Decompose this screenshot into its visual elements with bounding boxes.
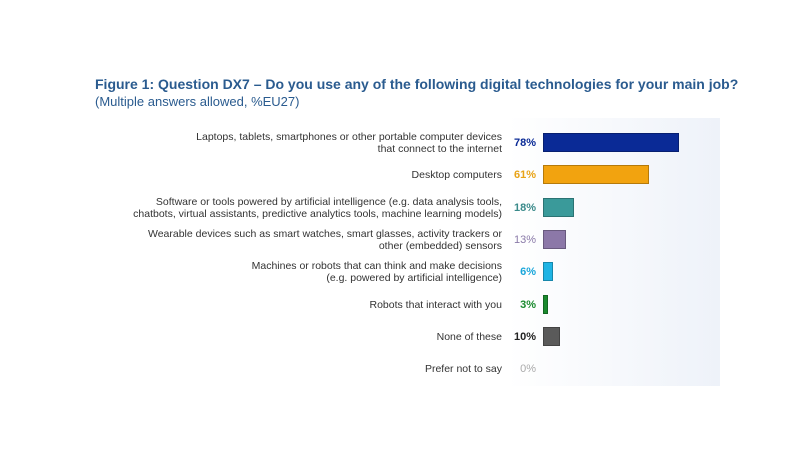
data-label: 3% xyxy=(520,298,536,311)
bar-row: Prefer not to say 0% xyxy=(0,353,808,385)
chart-subtitle: (Multiple answers allowed, %EU27) xyxy=(95,94,300,109)
bar-row: None of these 10% xyxy=(0,321,808,353)
bar xyxy=(543,197,574,217)
bar xyxy=(543,229,566,249)
data-label: 13% xyxy=(513,233,536,246)
bar-row: Machines or robots that can think and ma… xyxy=(0,256,808,288)
category-label-line: (e.g. powered by artificial intelligence… xyxy=(326,272,502,285)
bar-row: Software or tools powered by artificial … xyxy=(0,192,808,224)
category-label-line: Wearable devices such as smart watches, … xyxy=(147,227,502,240)
category-label: Robots that interact with you xyxy=(82,289,503,321)
data-label: 10% xyxy=(513,330,536,343)
bar-row: Robots that interact with you 3% xyxy=(0,289,808,321)
data-label: 18% xyxy=(513,201,536,214)
category-label-line: Desktop computers xyxy=(411,169,502,182)
category-label: Desktop computers xyxy=(82,159,502,191)
category-label: Laptops, tablets, smartphones or other p… xyxy=(82,127,502,159)
bar-row: Laptops, tablets, smartphones or other p… xyxy=(0,127,808,159)
data-label: 0% xyxy=(520,363,536,376)
bar-row: Wearable devices such as smart watches, … xyxy=(0,224,808,256)
category-label-line: that connect to the internet xyxy=(377,143,502,155)
category-label-line: Prefer not to say xyxy=(424,363,502,376)
bar xyxy=(543,326,560,346)
category-label-line: Laptops, tablets, smartphones or other p… xyxy=(196,131,502,143)
bar xyxy=(543,262,553,282)
bar xyxy=(543,165,649,185)
chart-title: Figure 1: Question DX7 – Do you use any … xyxy=(95,76,739,92)
category-label-line: Robots that interact with you xyxy=(369,298,503,311)
category-label-line: None of these xyxy=(436,330,502,343)
bar xyxy=(543,294,548,314)
category-label: Software or tools powered by artificial … xyxy=(82,192,502,224)
category-label: Prefer not to say xyxy=(82,353,502,385)
category-label: Machines or robots that can think and ma… xyxy=(82,256,502,288)
category-label-line: other (embedded) sensors xyxy=(378,239,502,252)
data-label: 61% xyxy=(513,169,536,182)
data-label: 78% xyxy=(513,137,536,149)
category-label: None of these xyxy=(82,321,502,353)
bar-row: Desktop computers 61% xyxy=(0,159,808,191)
category-label-line: Software or tools powered by artificial … xyxy=(155,195,502,208)
category-label: Wearable devices such as smart watches, … xyxy=(82,224,502,256)
data-label: 6% xyxy=(520,266,536,279)
category-label-line: chatbots, virtual assistants, predictive… xyxy=(133,207,502,220)
category-label-line: Machines or robots that can think and ma… xyxy=(251,260,502,273)
bar xyxy=(543,133,679,152)
